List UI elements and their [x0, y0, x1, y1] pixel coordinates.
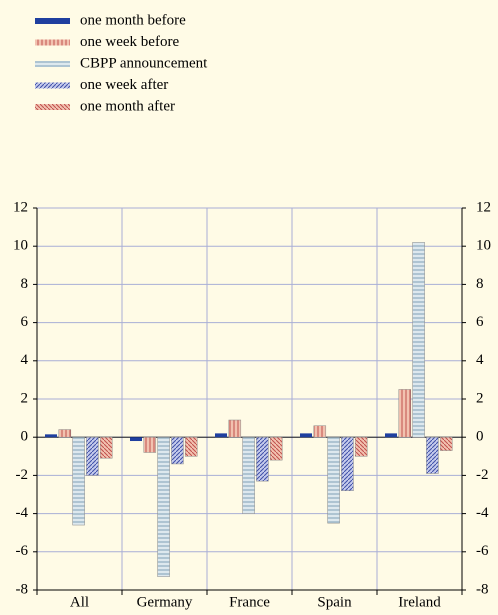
- y2-tick-label: -4: [476, 505, 489, 521]
- x-tick-label: France: [229, 594, 270, 610]
- y2-tick-label: -8: [476, 581, 489, 597]
- bar: [269, 436, 283, 461]
- legend-swatch: [35, 82, 70, 89]
- x-tick-label: Germany: [137, 594, 193, 610]
- legend-label: CBPP announcement: [80, 55, 208, 71]
- y2-tick-label: 12: [476, 199, 491, 215]
- y2-tick-label: -6: [476, 543, 489, 559]
- x-tick-label: Spain: [317, 594, 352, 610]
- bar: [58, 429, 72, 438]
- bar: [45, 434, 57, 438]
- y-tick-label: 10: [13, 238, 28, 254]
- y-tick-label: 2: [21, 390, 29, 406]
- x-tick-label: Ireland: [398, 594, 441, 610]
- y-tick-label: -6: [16, 543, 29, 559]
- y-tick-label: 6: [21, 314, 29, 330]
- y2-tick-label: -2: [476, 467, 489, 483]
- bar: [157, 436, 170, 577]
- bar: [99, 436, 113, 459]
- y2-tick-label: 6: [476, 314, 484, 330]
- bar: [327, 436, 340, 524]
- y-tick-label: 0: [21, 429, 29, 445]
- bar: [426, 436, 439, 474]
- bar: [228, 419, 242, 438]
- bar: [354, 436, 368, 457]
- bar: [72, 436, 85, 526]
- y-tick-label: 4: [21, 352, 29, 368]
- legend-swatch: [35, 18, 70, 24]
- bar: [385, 433, 397, 438]
- bar: [256, 436, 269, 482]
- bar: [130, 437, 142, 442]
- y-tick-label: 8: [21, 276, 29, 292]
- y-tick-label: -2: [16, 467, 29, 483]
- bar: [171, 436, 184, 465]
- bar: [184, 436, 198, 457]
- legend-label: one month before: [80, 12, 186, 28]
- legend-swatch: [35, 61, 70, 67]
- bar: [313, 425, 327, 438]
- y2-tick-label: 8: [476, 276, 484, 292]
- bar: [300, 433, 312, 438]
- legend-label: one week before: [80, 34, 179, 50]
- bar: [439, 436, 453, 451]
- y-tick-label: 12: [13, 199, 28, 215]
- bar: [215, 433, 227, 438]
- y2-tick-label: 10: [476, 238, 491, 254]
- x-tick-label: All: [70, 594, 89, 610]
- bar: [143, 436, 157, 453]
- legend-swatch: [35, 104, 70, 110]
- y-tick-label: -8: [16, 581, 29, 597]
- legend-label: one month after: [80, 98, 175, 114]
- y2-tick-label: 4: [476, 352, 484, 368]
- bar: [341, 436, 354, 491]
- bar: [398, 389, 412, 438]
- bar: [242, 436, 255, 514]
- legend-label: one week after: [80, 77, 168, 93]
- bar: [86, 436, 99, 476]
- y2-tick-label: 2: [476, 390, 484, 406]
- y2-tick-label: 0: [476, 429, 484, 445]
- legend-swatch: [35, 39, 70, 46]
- y-tick-label: -4: [16, 505, 29, 521]
- bar: [412, 242, 425, 438]
